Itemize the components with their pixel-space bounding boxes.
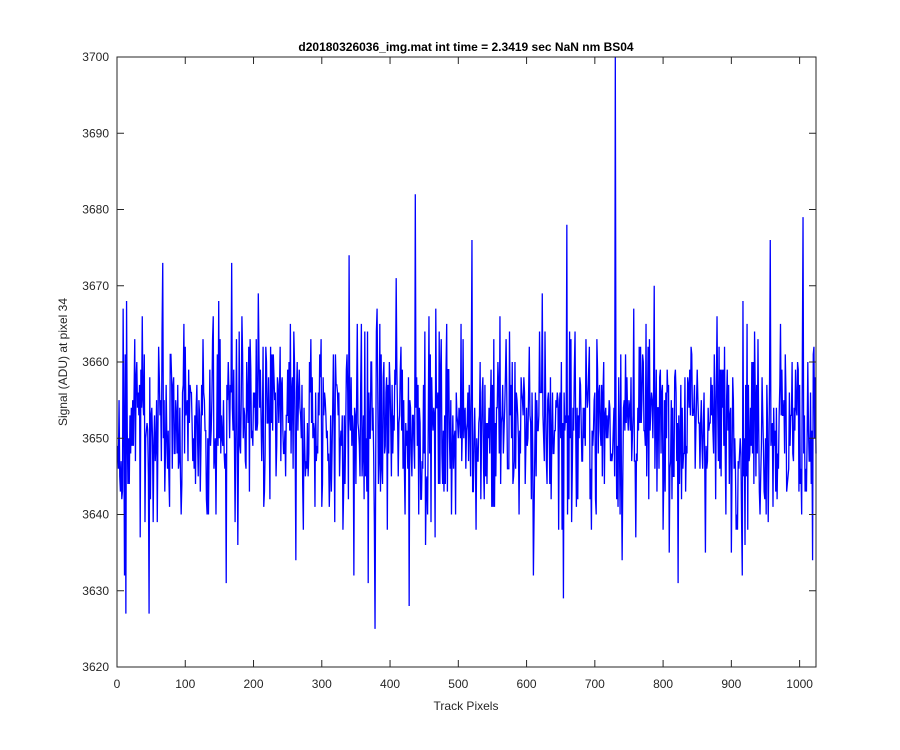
y-tick-label: 3620 xyxy=(82,660,109,674)
x-tick-label: 100 xyxy=(175,677,195,691)
y-axis: 3620 3630 3640 3650 3660 3670 3680 3690 3700 xyxy=(82,50,816,674)
y-tick-label: 3640 xyxy=(82,508,109,522)
signal-series-line xyxy=(117,56,817,629)
x-tick-label: 700 xyxy=(585,677,605,691)
y-tick-label: 3630 xyxy=(82,584,109,598)
x-tick-label: 600 xyxy=(517,677,537,691)
x-tick-label: 1000 xyxy=(786,677,813,691)
y-axis-label: Signal (ADU) at pixel 34 xyxy=(56,298,70,426)
y-tick-label: 3670 xyxy=(82,279,109,293)
y-tick-label: 3650 xyxy=(82,431,109,445)
x-tick-label: 800 xyxy=(653,677,673,691)
x-tick-label: 500 xyxy=(448,677,468,691)
x-tick-label: 200 xyxy=(244,677,264,691)
x-tick-label: 900 xyxy=(721,677,741,691)
x-axis-label: Track Pixels xyxy=(434,699,499,713)
x-tick-label: 400 xyxy=(380,677,400,691)
y-tick-label: 3660 xyxy=(82,355,109,369)
chart-title: d20180326036_img.mat int time = 2.3419 s… xyxy=(298,40,634,54)
x-axis: 0 100 200 300 400 500 600 700 800 900 1000 xyxy=(114,57,813,691)
x-tick-label: 0 xyxy=(114,677,121,691)
series-group xyxy=(117,56,817,629)
y-tick-label: 3700 xyxy=(82,50,109,64)
plot-area xyxy=(117,57,816,667)
x-tick-label: 300 xyxy=(312,677,332,691)
y-tick-label: 3680 xyxy=(82,203,109,217)
y-tick-label: 3690 xyxy=(82,126,109,140)
